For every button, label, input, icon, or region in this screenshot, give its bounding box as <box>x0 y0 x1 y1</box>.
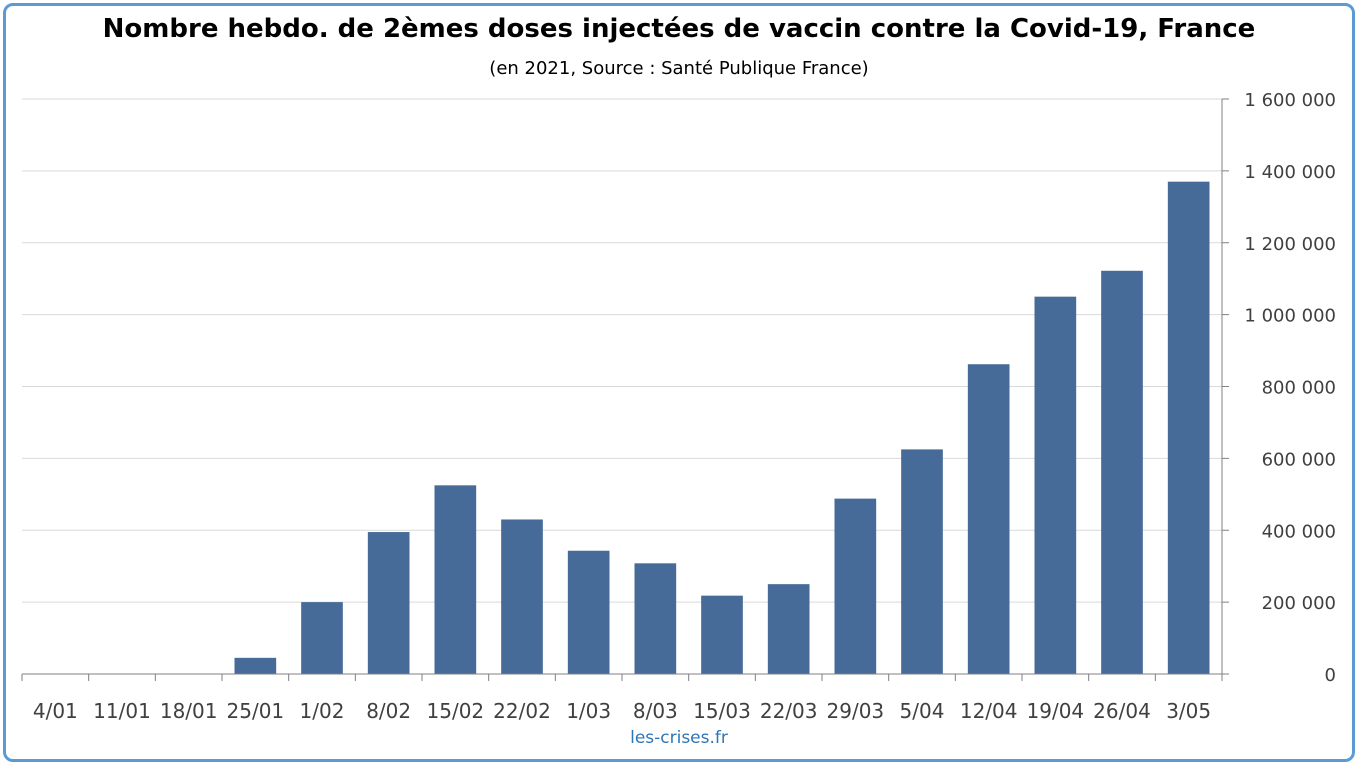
y-tick-label: 0 <box>1325 665 1336 686</box>
x-tick-label: 8/03 <box>633 699 678 723</box>
x-tick-label: 26/04 <box>1093 699 1151 723</box>
chart-title: Nombre hebdo. de 2èmes doses injectées d… <box>102 14 1256 44</box>
x-axis-ticks: 4/01 11/01 18/01 25/01 1/02 8/02 15/02 22/02 1/0… <box>21 674 1223 723</box>
x-tick-label: 1/02 <box>300 699 345 723</box>
x-tick-label: 22/02 <box>493 699 551 723</box>
x-tick-label: 3/05 <box>1166 699 1211 723</box>
bar <box>501 519 543 674</box>
bar <box>1034 296 1077 674</box>
x-tick-label: 4/01 <box>33 699 78 723</box>
bar <box>434 485 477 674</box>
x-tick-label: 11/01 <box>93 699 151 723</box>
bar <box>967 364 1010 674</box>
y-tick-label: 200 000 <box>1262 593 1336 614</box>
y-tick-label: 1 600 000 <box>1244 90 1336 111</box>
bar <box>234 657 277 674</box>
y-tick-label: 400 000 <box>1262 521 1336 542</box>
bar <box>567 550 610 674</box>
x-tick-label: 18/01 <box>160 699 218 723</box>
y-tick-label: 1 200 000 <box>1244 234 1336 255</box>
x-tick-label: 12/04 <box>960 699 1018 723</box>
bar <box>367 532 410 674</box>
bar <box>901 449 943 674</box>
bar <box>1101 270 1143 674</box>
bar <box>767 584 810 674</box>
x-tick-label: 15/02 <box>427 699 485 723</box>
y-tick-label: 800 000 <box>1262 378 1336 399</box>
x-tick-label: 1/03 <box>566 699 611 723</box>
bar <box>701 595 743 674</box>
y-tick-label: 1 000 000 <box>1244 306 1336 327</box>
x-tick-label: 19/04 <box>1027 699 1085 723</box>
x-tick-label: 29/03 <box>827 699 885 723</box>
bars <box>234 181 1210 674</box>
chart-subtitle: (en 2021, Source : Santé Publique France… <box>489 58 869 79</box>
x-tick-label: 15/03 <box>693 699 751 723</box>
x-tick-label: 25/01 <box>227 699 285 723</box>
x-tick-label: 22/03 <box>760 699 818 723</box>
y-tick-label: 600 000 <box>1262 449 1336 470</box>
x-tick-label: 5/04 <box>900 699 945 723</box>
x-tick-label: 8/02 <box>366 699 411 723</box>
y-axis-ticks: 0 200 000 400 000 600 000 800 000 1 000 000 1 … <box>1222 90 1336 686</box>
y-tick-label: 1 400 000 <box>1244 162 1336 183</box>
source-note: les-crises.fr <box>630 728 728 748</box>
bar <box>634 563 677 674</box>
bar <box>301 602 343 674</box>
gridlines <box>22 98 1222 603</box>
bar <box>1167 181 1210 674</box>
bar <box>834 498 877 674</box>
